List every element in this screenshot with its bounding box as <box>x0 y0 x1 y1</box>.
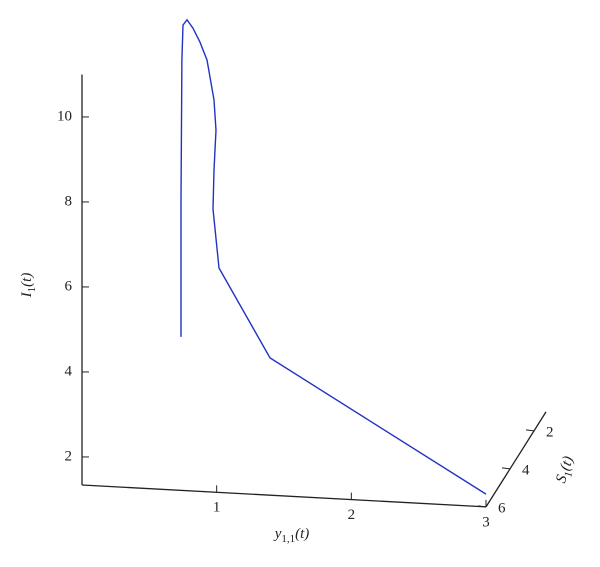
z-tick-label: 8 <box>65 193 73 209</box>
x-tick-label: 1 <box>213 500 221 516</box>
y-tick-label: 4 <box>522 462 530 478</box>
x-tick-label: 2 <box>348 507 356 523</box>
y-axis <box>485 411 547 508</box>
z-tick-label: 6 <box>65 278 73 294</box>
x-axis-label: y1,1(t) <box>273 526 310 544</box>
x-tick-label: 3 <box>482 514 490 530</box>
x-axis <box>81 484 487 508</box>
y-axis-label: S1(t) <box>554 454 580 485</box>
y-tick <box>525 429 535 432</box>
z-tick-label: 4 <box>65 363 73 379</box>
y-tick-label: 6 <box>498 500 506 516</box>
z-tick-label: 2 <box>65 448 73 464</box>
z-tick-label: 10 <box>57 108 72 124</box>
data-line <box>180 18 487 495</box>
y-tick <box>501 467 511 470</box>
z-axis-label: I1(t) <box>19 273 37 299</box>
y-tick-label: 2 <box>546 424 554 440</box>
y-tick <box>477 505 487 508</box>
